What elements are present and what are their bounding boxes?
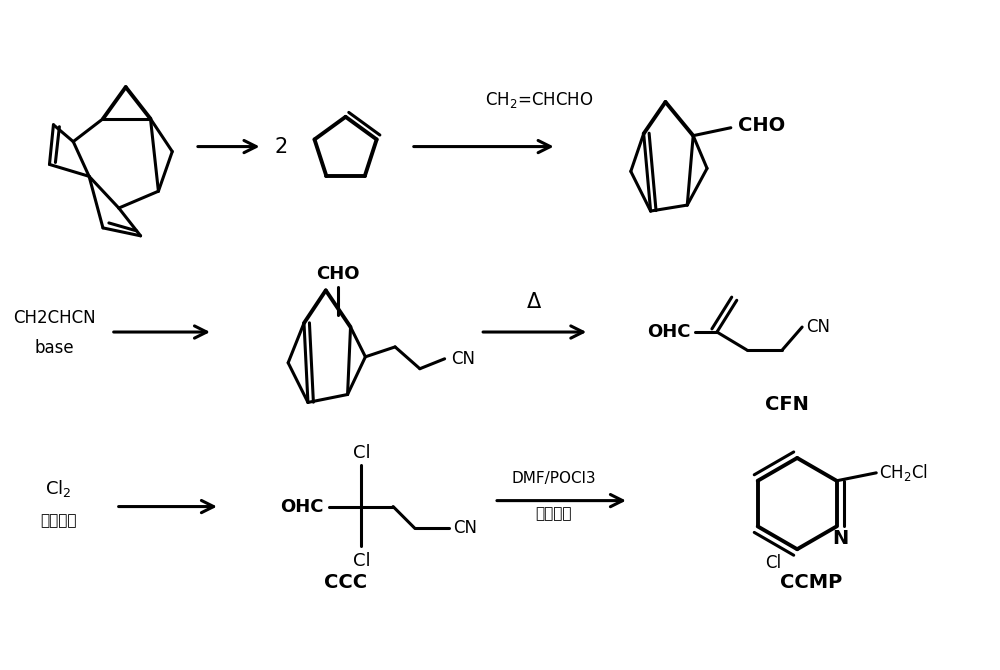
Text: CFN: CFN xyxy=(765,395,809,414)
Text: CHO: CHO xyxy=(738,117,785,135)
Text: OHC: OHC xyxy=(280,498,324,516)
Text: Cl: Cl xyxy=(353,552,370,570)
Text: CCMP: CCMP xyxy=(780,574,842,592)
Text: OHC: OHC xyxy=(647,323,690,341)
Text: CCC: CCC xyxy=(324,574,367,592)
Text: CHO: CHO xyxy=(316,265,359,283)
Text: DMF/POCl3: DMF/POCl3 xyxy=(511,471,596,486)
Text: CN: CN xyxy=(452,350,476,368)
Text: Cl$_2$: Cl$_2$ xyxy=(45,478,72,499)
Text: 环合反应: 环合反应 xyxy=(535,506,572,521)
Text: CH$_2$Cl: CH$_2$Cl xyxy=(879,462,928,483)
Text: base: base xyxy=(35,339,74,357)
Text: 2: 2 xyxy=(274,137,288,157)
Text: N: N xyxy=(832,529,849,548)
Text: 氯化加成: 氯化加成 xyxy=(40,513,77,528)
Text: Cl: Cl xyxy=(765,554,781,572)
Text: CN: CN xyxy=(806,318,830,336)
Text: CH2CHCN: CH2CHCN xyxy=(13,309,96,327)
Text: CN: CN xyxy=(454,519,478,537)
Text: $\Delta$: $\Delta$ xyxy=(526,292,542,312)
Text: Cl: Cl xyxy=(353,444,370,462)
Text: CH$_2$=CHCHO: CH$_2$=CHCHO xyxy=(485,90,594,110)
